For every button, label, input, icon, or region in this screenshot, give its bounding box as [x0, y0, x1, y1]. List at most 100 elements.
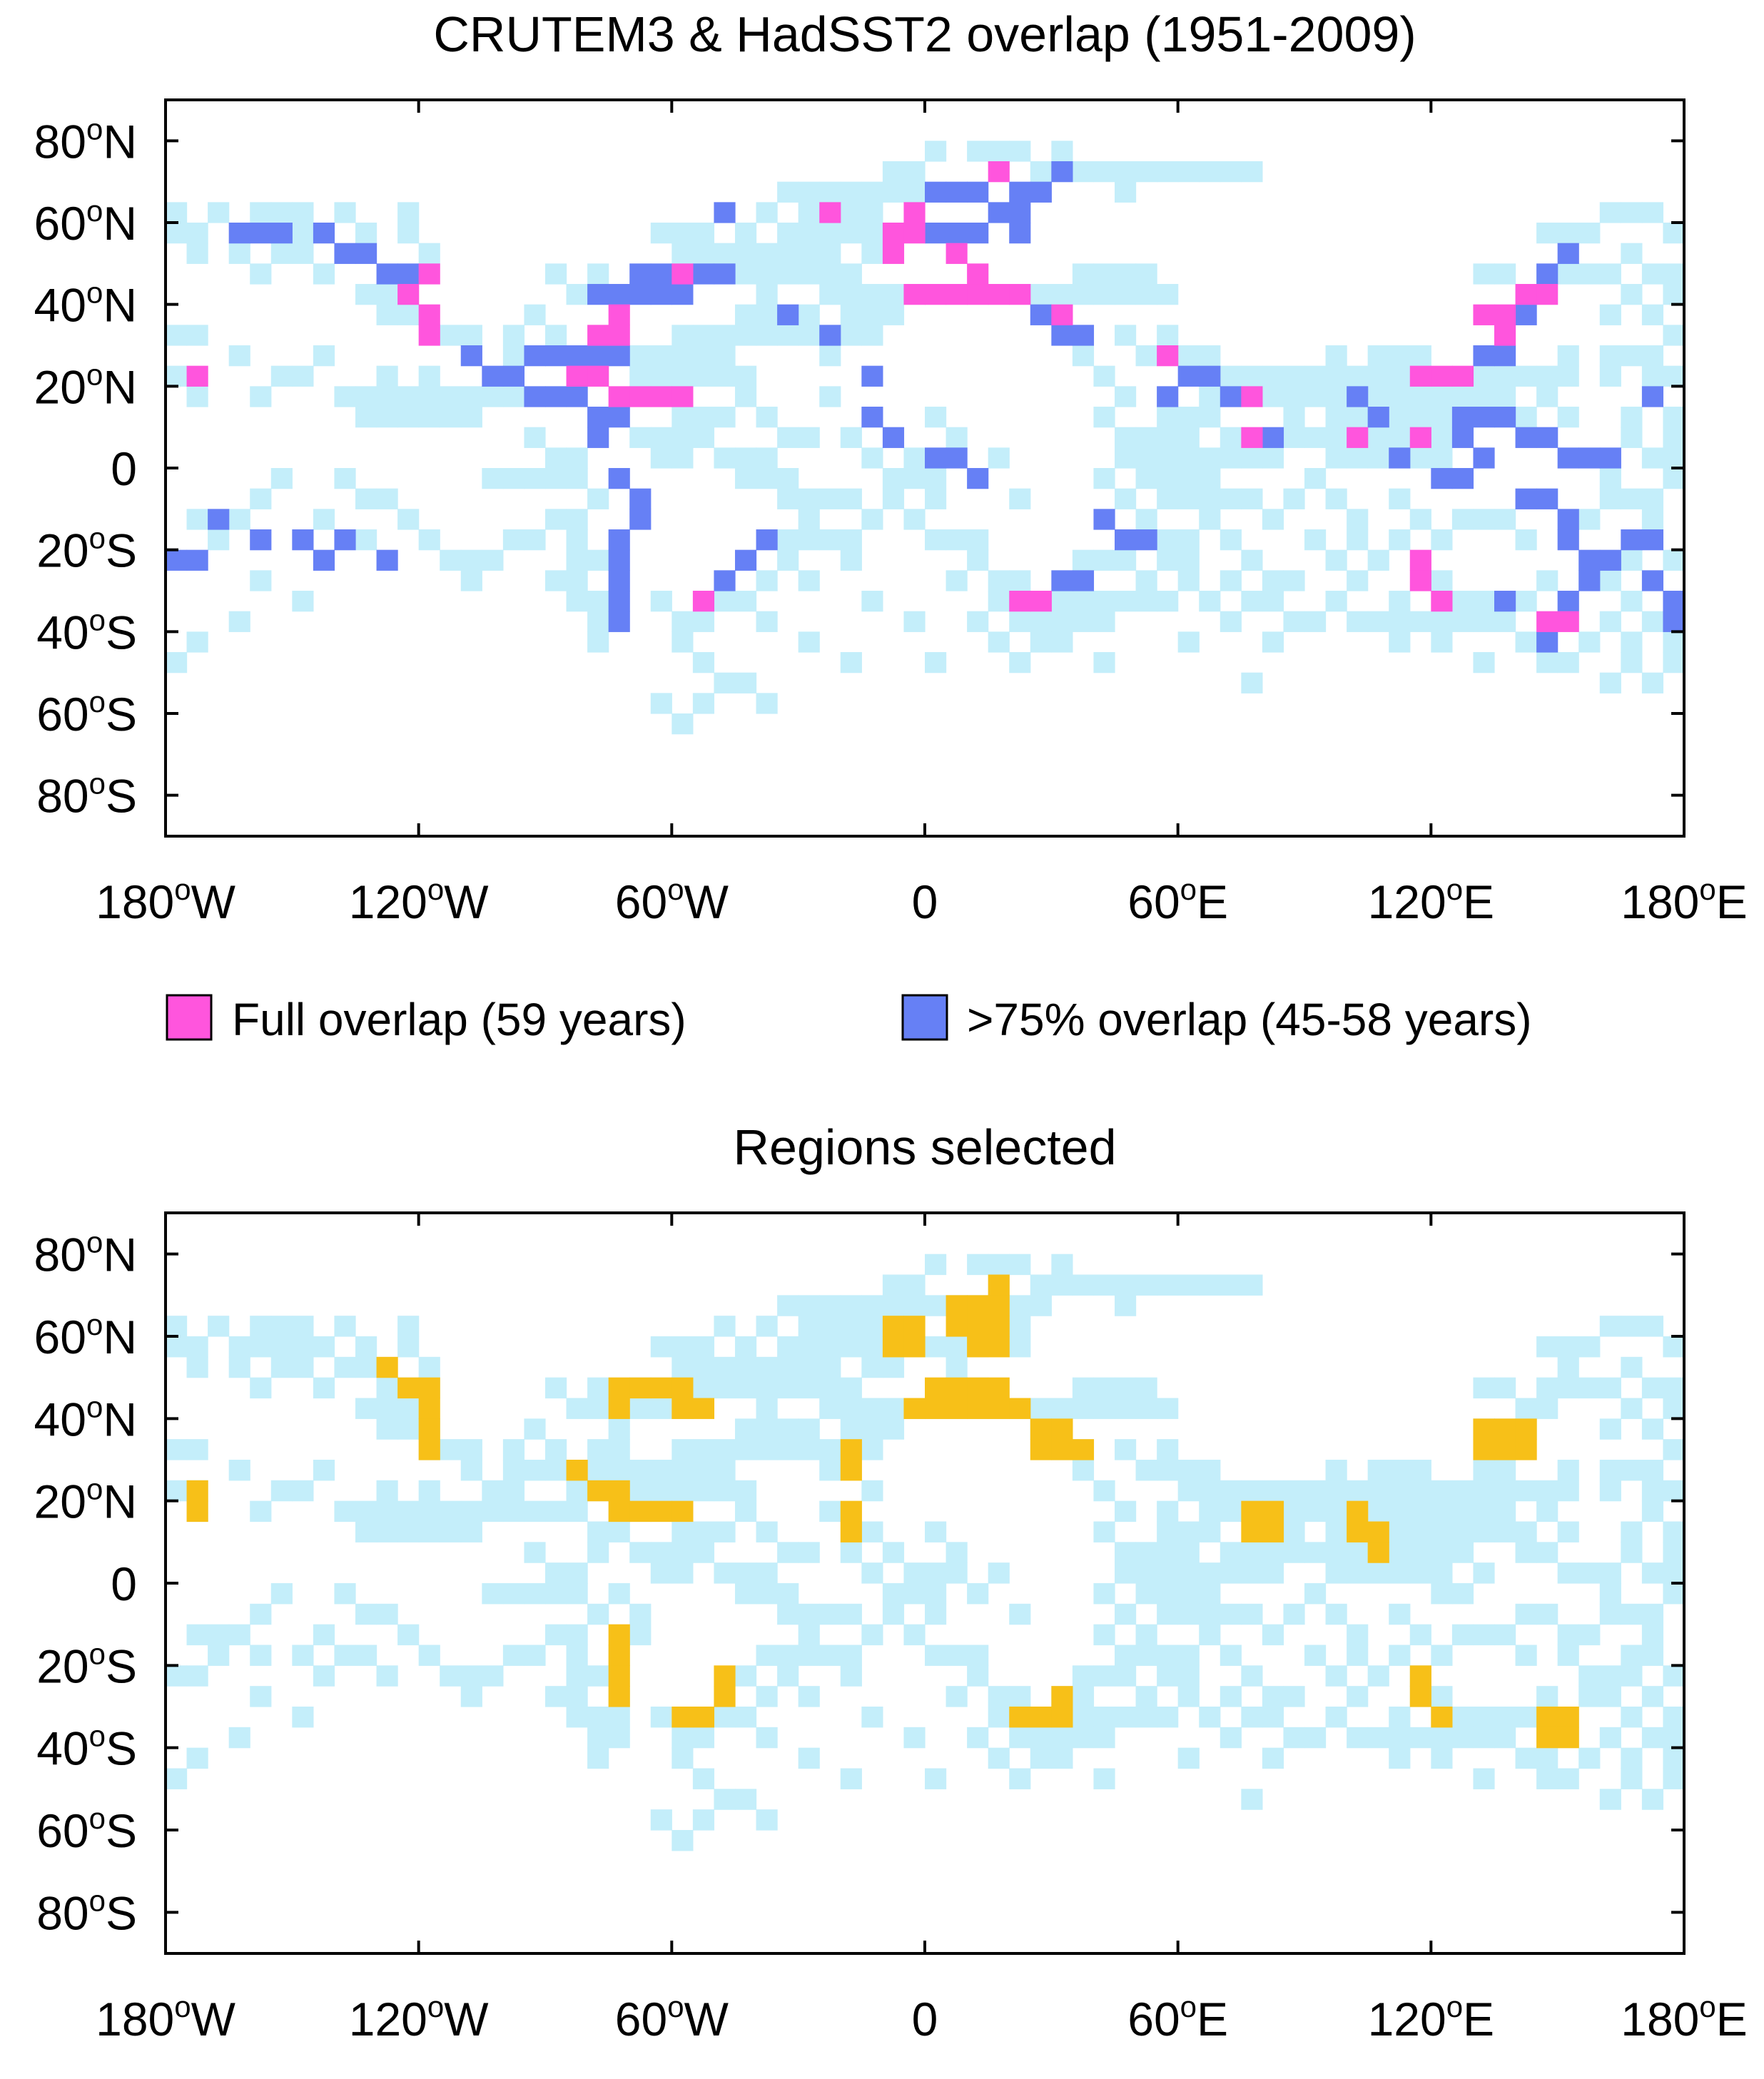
grid-cell-full [1536, 611, 1558, 632]
grid-cell-any [1072, 161, 1095, 183]
grid-cell-any [798, 1603, 820, 1625]
grid-cell-any [1135, 1274, 1157, 1296]
grid-cell-any [1431, 1500, 1453, 1523]
grid-cell-any [650, 591, 672, 612]
grid-cell-any [735, 1583, 757, 1605]
grid-cell-full [903, 223, 926, 244]
grid-cell-any [798, 181, 820, 203]
grid-cell-any [1578, 1336, 1601, 1358]
grid-cell-any [1283, 1521, 1305, 1542]
grid-cell-any [882, 1542, 905, 1563]
grid-cell-any [376, 1603, 398, 1625]
grid-cell-any [1220, 1603, 1242, 1625]
grid-cell-any [1093, 1707, 1115, 1728]
grid-cell-partial [1494, 345, 1516, 367]
grid-cell-any [1347, 1480, 1369, 1502]
grid-cell-any [1347, 447, 1369, 469]
grid-cell-any [460, 1665, 482, 1687]
grid-cell-any [1409, 407, 1431, 428]
grid-cell-any [1431, 1583, 1453, 1605]
grid-cell-any [1536, 1377, 1558, 1399]
grid-cell-any [777, 1356, 799, 1378]
grid-cell-any [355, 529, 377, 551]
grid-cell-any [925, 407, 947, 428]
grid-cell-any [756, 570, 778, 591]
grid-cell-any [524, 1583, 546, 1605]
grid-cell-selected [1072, 1439, 1095, 1460]
grid-cell-any [903, 1562, 926, 1584]
grid-cell-any [1684, 386, 1705, 407]
grid-cell-partial [313, 549, 335, 571]
x-tick-label: 180oE [1621, 873, 1748, 928]
grid-cell-selected [1241, 1500, 1263, 1523]
grid-cell-any [270, 468, 293, 489]
grid-cell-any [1621, 488, 1643, 509]
grid-cell-any [671, 447, 694, 469]
grid-cell-any [1157, 591, 1179, 612]
grid-cell-any [1684, 1748, 1705, 1769]
grid-cell-full [882, 243, 905, 264]
grid-cell-any [587, 1439, 609, 1460]
grid-cell-any [166, 1316, 188, 1337]
grid-cell-any [166, 223, 188, 244]
grid-cell-partial [1557, 529, 1579, 551]
grid-cell-selected [671, 1500, 694, 1523]
grid-cell-any [1621, 1316, 1643, 1337]
grid-cell-any [587, 488, 609, 509]
grid-cell-any [250, 202, 272, 223]
grid-cell-any [566, 468, 588, 489]
grid-cell-any [1304, 1645, 1327, 1666]
grid-cell-any [208, 1645, 230, 1666]
grid-cell-any [671, 1480, 694, 1502]
grid-cell-any [1157, 447, 1179, 469]
grid-cell-full [1451, 365, 1474, 387]
grid-cell-any [1093, 549, 1115, 571]
grid-cell-any [1451, 1583, 1474, 1605]
grid-cell-any [1473, 1624, 1495, 1646]
grid-cell-any [355, 407, 377, 428]
grid-cell-any [1115, 1707, 1137, 1728]
grid-cell-any [1347, 1686, 1369, 1707]
grid-cell-full [967, 284, 989, 305]
grid-cell-any [1072, 263, 1095, 285]
grid-cell-full [988, 161, 1010, 183]
grid-cell-any [566, 1624, 588, 1646]
grid-cell-any [1663, 631, 1684, 653]
grid-cell-any [1409, 386, 1431, 407]
grid-cell-any [334, 468, 356, 489]
grid-cell-full [1494, 304, 1516, 325]
grid-cell-any [756, 407, 778, 428]
grid-cell-any [292, 243, 314, 264]
grid-cell-partial [1578, 549, 1601, 571]
grid-cell-any [313, 1377, 335, 1399]
grid-cell-any [988, 141, 1010, 162]
grid-cell-full [903, 202, 926, 223]
grid-cell-any [798, 1418, 820, 1440]
grid-cell-any [1557, 223, 1579, 244]
grid-cell-selected [608, 1665, 630, 1687]
grid-cell-any [1177, 345, 1200, 367]
grid-cell-any [1431, 529, 1453, 551]
grid-cell-any [735, 1356, 757, 1378]
grid-cell-any [355, 1356, 377, 1378]
grid-cell-any [186, 223, 208, 244]
grid-cell-full [1473, 304, 1495, 325]
grid-cell-any [1030, 631, 1052, 653]
grid-cell-any [1177, 427, 1200, 448]
grid-cell-full [1536, 284, 1558, 305]
grid-cell-any [1451, 1707, 1474, 1728]
grid-cell-any [1241, 488, 1263, 509]
grid-cell-any [166, 652, 188, 673]
grid-cell-any [777, 468, 799, 489]
grid-cell-any [1684, 489, 1705, 509]
grid-cell-any [292, 223, 314, 244]
grid-cell-any [692, 243, 715, 264]
grid-cell-any [735, 1418, 757, 1440]
grid-cell-partial [967, 223, 989, 244]
grid-cell-any [1389, 529, 1411, 551]
grid-cell-selected [692, 1398, 715, 1419]
grid-cell-any [1515, 631, 1537, 653]
grid-cell-any [166, 365, 188, 387]
grid-cell-any [355, 1645, 377, 1666]
grid-cell-any [1389, 1460, 1411, 1481]
